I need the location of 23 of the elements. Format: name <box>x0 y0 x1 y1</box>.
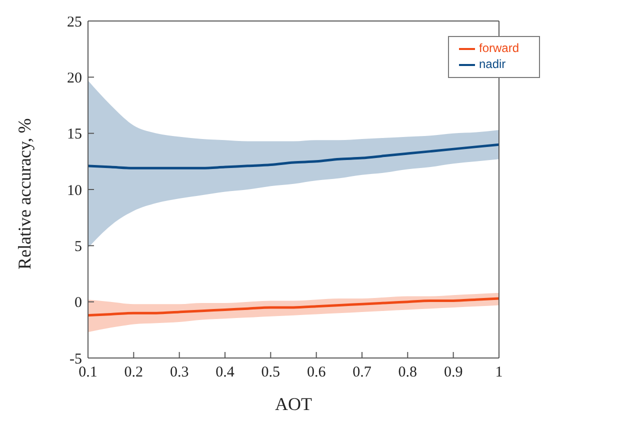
x-tick-label: 0.8 <box>398 364 418 381</box>
y-tick-label: 10 <box>67 182 82 199</box>
y-tick-label: 5 <box>74 238 82 255</box>
y-tick-label: 0 <box>74 295 82 312</box>
y-tick-label: 20 <box>67 70 82 86</box>
x-tick-label: 0.5 <box>261 364 280 381</box>
x-tick-label: 0.7 <box>352 364 372 381</box>
legend-label: forward <box>478 41 519 56</box>
x-tick-label: 0.6 <box>306 364 326 381</box>
line-series <box>88 143 499 170</box>
x-tick-label: 0.9 <box>444 364 463 381</box>
y-tick-label: 15 <box>67 126 82 143</box>
x-tick-label: 0.2 <box>124 364 144 381</box>
x-tick-label: 0.3 <box>170 364 189 381</box>
legend-label: nadir <box>478 57 506 72</box>
y-tick-label: 25 <box>67 14 82 30</box>
x-tick-label: 1 <box>495 364 503 381</box>
line-series <box>88 297 499 317</box>
y-axis-title: Relative accuracy, % <box>14 118 34 270</box>
x-tick-label: 0.4 <box>216 364 235 381</box>
x-tick-label: 0.1 <box>78 364 98 381</box>
x-axis-title: AOT <box>274 394 312 414</box>
y-tick-label: -5 <box>70 351 82 368</box>
